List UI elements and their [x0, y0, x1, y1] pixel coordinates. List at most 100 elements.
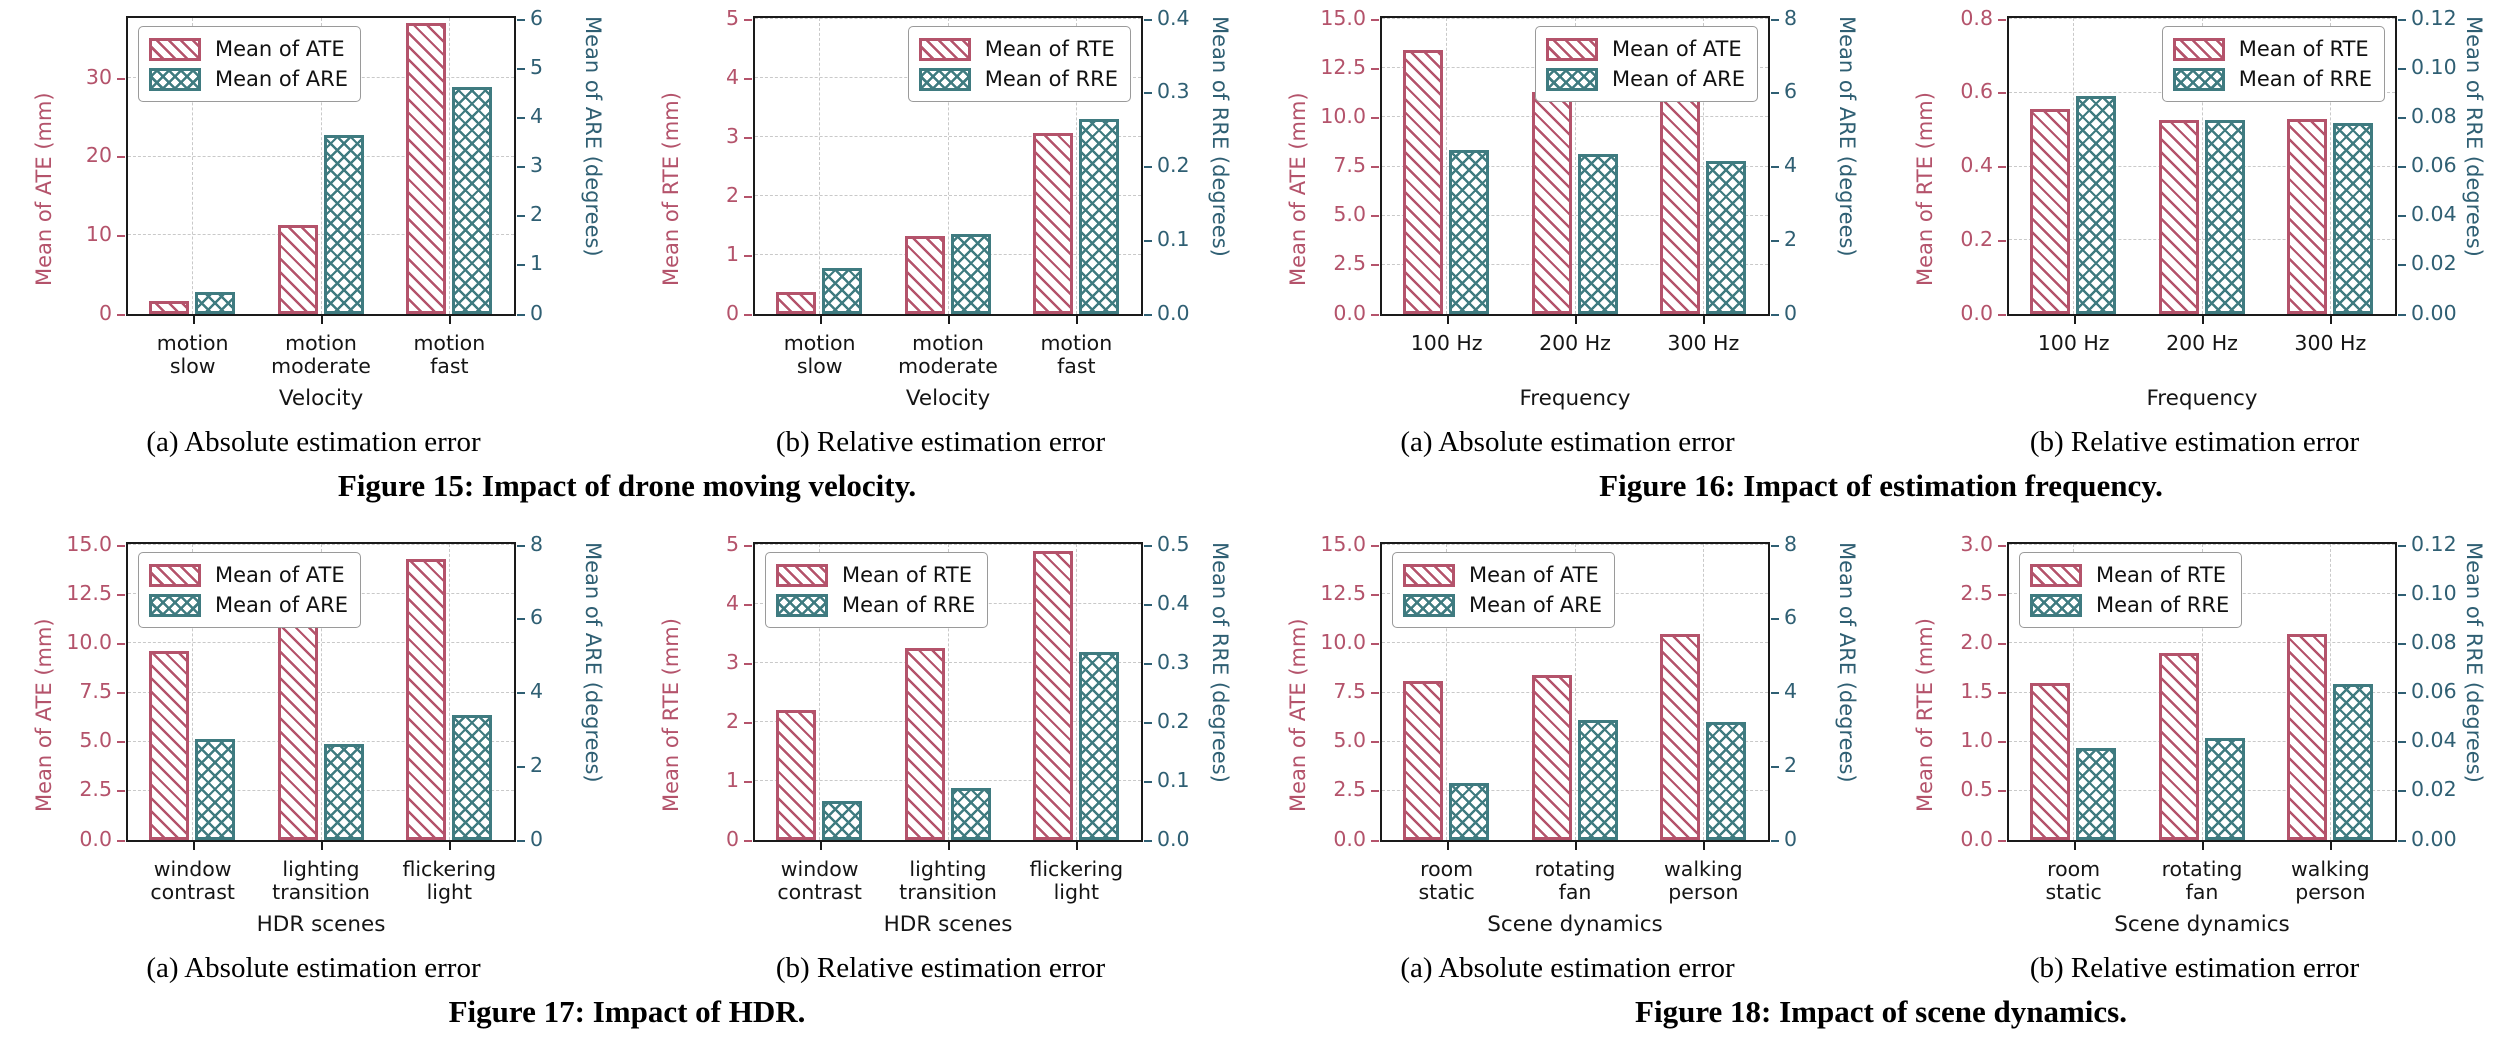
bar-mean-of-rre: [822, 267, 863, 314]
y-tick-mark-right: [1144, 662, 1152, 665]
gridline-vertical: [1574, 18, 1576, 314]
bar-mean-of-rre: [950, 233, 991, 314]
y-tick-mark-right: [1771, 839, 1779, 842]
y-tick-label-right: 3: [530, 153, 544, 177]
y-tick-label-right: 5: [530, 54, 544, 79]
y-tick-label-left: 7.5: [1333, 679, 1366, 703]
x-tick-mark: [192, 316, 195, 324]
x-tick-label: 200 Hz: [2166, 331, 2238, 355]
x-tick-mark: [321, 316, 323, 324]
x-tick-label: room static: [2045, 857, 2102, 904]
y-tick-mark-left: [744, 544, 752, 547]
legend-swatch-are-icon: [918, 67, 971, 91]
x-tick-label: lighting transition: [899, 857, 997, 904]
y-tick-label-left: 10.0: [66, 629, 112, 654]
gridline-vertical: [320, 18, 322, 314]
gridline-vertical: [2201, 18, 2203, 314]
chart-legend: Mean of RTE Mean of RRE: [907, 26, 1131, 102]
y-tick-label-left: 2: [725, 182, 739, 207]
legend-swatch-are-icon: [1403, 593, 1455, 617]
x-tick-label: lighting transition: [272, 857, 370, 904]
y-tick-label-right: 2: [530, 202, 544, 227]
legend-item: Mean of ARE: [1403, 590, 1602, 620]
bar-mean-of-ate: [1659, 93, 1700, 314]
y-tick-label-right: 2: [1784, 226, 1798, 251]
sub-caption: (b) Relative estimation error: [775, 952, 1106, 984]
x-axis-label: HDR scenes: [256, 912, 386, 937]
chart-legend: Mean of RTE Mean of RRE: [2019, 552, 2243, 628]
y-tick-mark-right: [1144, 313, 1152, 316]
y-tick-label-right: 0.3: [1157, 79, 1190, 104]
y-tick-mark-left: [1371, 264, 1379, 267]
y-axis-label-left: Mean of ATE (mm): [1286, 92, 1310, 286]
y-tick-label-right: 0.02: [2411, 251, 2457, 276]
y-tick-mark-left: [1371, 313, 1379, 316]
y-tick-mark-left: [117, 593, 125, 596]
y-tick-label-right: 8: [1784, 5, 1798, 30]
legend-item: Mean of ATE: [149, 560, 348, 590]
gridline-vertical: [2201, 544, 2203, 840]
plot-area: [1380, 542, 1770, 842]
x-tick-label: 300 Hz: [1667, 331, 1740, 355]
panel-fig15-a: 0 10 20 30 0 1 2 3 4 5 6 motion slow motion moderate mo…: [0, 0, 627, 526]
bar-mean-of-are: [1577, 720, 1618, 840]
gridline-vertical: [2329, 544, 2331, 840]
x-tick-label: motion moderate: [898, 331, 998, 378]
y-tick-label-left: 2.5: [1333, 777, 1366, 802]
figure-caption: Figure 17: Impact of HDR.: [448, 994, 806, 1029]
y-tick-label-right: 0.02: [2411, 777, 2457, 802]
y-axis-label-right: Mean of RRE (degrees): [2462, 542, 2486, 783]
bar-mean-of-rte: [2286, 633, 2327, 840]
legend-label: Mean of ARE: [1469, 593, 1603, 617]
bar-mean-of-are: [195, 291, 236, 314]
y-tick-mark-right: [1144, 721, 1152, 724]
y-axis-label-left: Mean of ATE (mm): [32, 618, 56, 812]
x-tick-mark: [2202, 842, 2204, 850]
y-tick-label-left: 10.0: [1320, 103, 1366, 128]
y-tick-mark-left: [1371, 839, 1379, 842]
y-tick-mark-right: [517, 215, 525, 218]
y-tick-label-right: 0.1: [1157, 767, 1190, 792]
y-tick-mark-right: [517, 67, 525, 70]
bar-mean-of-rre: [2332, 683, 2373, 840]
gridline-vertical: [192, 18, 194, 314]
y-tick-label-right: 0.04: [2411, 202, 2457, 227]
y-tick-mark-right: [2398, 116, 2406, 119]
y-tick-mark-left: [1998, 92, 2006, 95]
y-tick-label-right: 0.4: [1157, 5, 1190, 30]
y-tick-label-left: 0.0: [1960, 826, 1993, 851]
bar-mean-of-rte: [2030, 109, 2071, 314]
x-tick-mark: [1446, 316, 1449, 324]
legend-label: Mean of ARE: [215, 67, 349, 91]
y-tick-mark-right: [2398, 593, 2406, 596]
x-axis-label: Scene dynamics: [1487, 912, 1663, 937]
bar-mean-of-ate: [1403, 50, 1444, 314]
legend-item: Mean of RRE: [2030, 590, 2229, 620]
x-tick-mark: [1446, 842, 1449, 850]
gridline-vertical: [1446, 18, 1448, 314]
y-tick-label-right: 0.5: [1157, 531, 1190, 556]
y-tick-mark-left: [1998, 741, 2006, 744]
y-tick-mark-left: [117, 313, 125, 316]
y-tick-mark-left: [1998, 642, 2006, 645]
x-tick-label: rotating fan: [2161, 857, 2243, 904]
chart-legend: Mean of ATE Mean of ARE: [1534, 26, 1758, 102]
y-tick-mark-right: [2398, 790, 2406, 793]
y-tick-label-right: 0.08: [2411, 103, 2457, 128]
figure-block-fig15: 0 10 20 30 0 1 2 3 4 5 6 motion slow motion moderate mo…: [0, 0, 1254, 526]
y-tick-mark-right: [517, 765, 525, 768]
y-tick-mark-right: [1144, 239, 1152, 242]
y-tick-mark-right: [517, 18, 525, 21]
y-tick-label-left: 2.5: [1333, 251, 1366, 276]
x-tick-mark: [2202, 316, 2204, 324]
x-tick-mark: [1575, 842, 1577, 850]
sub-caption: (a) Absolute estimation error: [1400, 426, 1735, 458]
y-tick-label-right: 0.2: [1157, 708, 1190, 733]
bar-mean-of-ate: [149, 651, 190, 840]
x-axis-label: Velocity: [905, 386, 991, 411]
y-tick-mark-left: [117, 234, 125, 237]
chart-legend: Mean of RTE Mean of RRE: [765, 552, 989, 628]
y-tick-label-right: 6: [530, 605, 544, 630]
y-tick-label-right: 4: [1784, 153, 1798, 177]
